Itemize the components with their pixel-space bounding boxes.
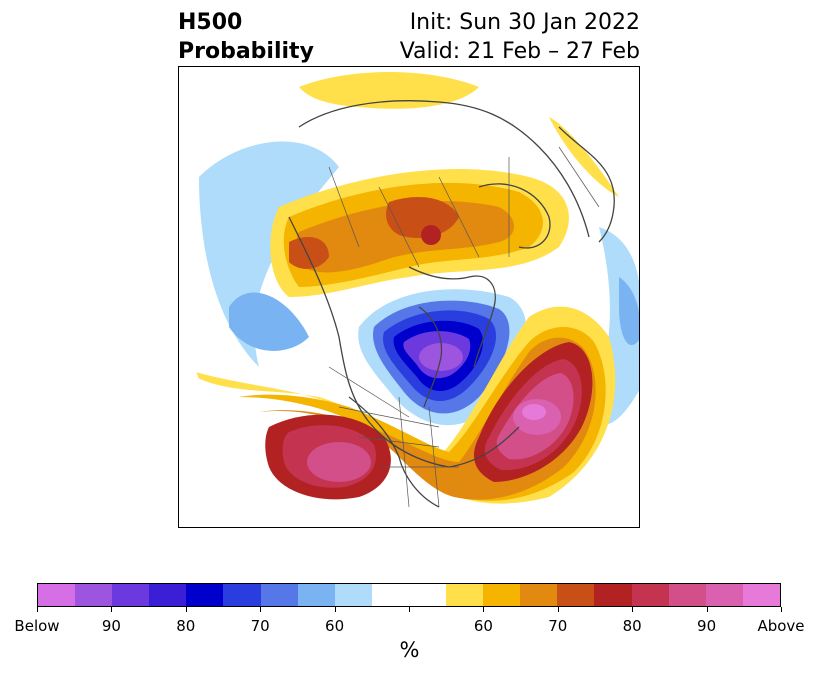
colorbar-segment (223, 584, 261, 606)
colorbar-segment (260, 584, 298, 606)
colorbar-segment (668, 584, 706, 606)
title-line-1: H500 (178, 10, 243, 35)
colorbar-tick (632, 607, 634, 612)
colorbar-label: Below (14, 617, 60, 635)
colorbar (37, 583, 781, 607)
colorbar-tick (111, 607, 113, 612)
colorbar-segment (483, 584, 521, 606)
colorbar-segment (557, 584, 595, 606)
warm-strip-arctic (299, 72, 479, 109)
colorbar-segment (371, 584, 409, 606)
colorbar-segment (297, 584, 335, 606)
map-title: H500 Probability (178, 8, 314, 66)
colorbar-segment (446, 584, 484, 606)
colorbar-label: 80 (176, 617, 196, 635)
colorbar-segment (75, 584, 113, 606)
colorbar-tick (37, 607, 38, 612)
colorbar-tick (409, 607, 410, 612)
colorbar-segment (112, 584, 150, 606)
cold-band-east-inner (619, 277, 639, 345)
colorbar-label: 60 (473, 617, 493, 635)
valid-range: Valid: 21 Feb – 27 Feb (399, 39, 640, 64)
init-date: Init: Sun 30 Jan 2022 (409, 10, 640, 35)
warm-ridge-north-core (386, 197, 459, 238)
colorbar-segment (594, 584, 632, 606)
title-line-2: Probability (178, 39, 314, 64)
colorbar-segment (408, 584, 447, 606)
colorbar-segment (742, 584, 780, 606)
colorbar-segment (520, 584, 558, 606)
colorbar-ticks (37, 607, 782, 615)
warm-ridge-west-core (289, 237, 329, 269)
cold-band-west (229, 292, 309, 351)
map-canvas (179, 72, 639, 508)
colorbar-unit: % (399, 638, 420, 662)
colorbar-segment (631, 584, 669, 606)
colorbar-tick (706, 607, 708, 612)
colorbar-label: 70 (548, 617, 568, 635)
colorbar-label: 90 (697, 617, 717, 635)
colorbar-label: 70 (250, 617, 270, 635)
colorbar-tick (185, 607, 187, 612)
warm-ridge-north-max (421, 225, 441, 245)
colorbar-segment (149, 584, 187, 606)
warm-ridge-north-high (295, 201, 514, 273)
warm-southwest-core-3 (307, 442, 371, 482)
colorbar-label: Above (757, 617, 805, 635)
colorbar-label: 80 (622, 617, 642, 635)
borders (328, 146, 600, 508)
warm-strip-east (549, 117, 619, 197)
probability-map (178, 66, 640, 528)
colorbar-tick (483, 607, 485, 612)
colorbar-tick (334, 607, 336, 612)
coastlines (288, 100, 615, 508)
colorbar-tick (260, 607, 262, 612)
colorbar-segment (705, 584, 743, 606)
colorbar-segment (334, 584, 372, 606)
warm-southeast-max (522, 404, 546, 420)
date-info: Init: Sun 30 Jan 2022 Valid: 21 Feb – 27… (400, 8, 640, 66)
colorbar-tick (557, 607, 559, 612)
colorbar-tick (781, 607, 782, 612)
colorbar-label: 60 (325, 617, 345, 635)
colorbar-label: 90 (101, 617, 121, 635)
colorbar-segment (38, 584, 76, 606)
colorbar-segment (186, 584, 224, 606)
